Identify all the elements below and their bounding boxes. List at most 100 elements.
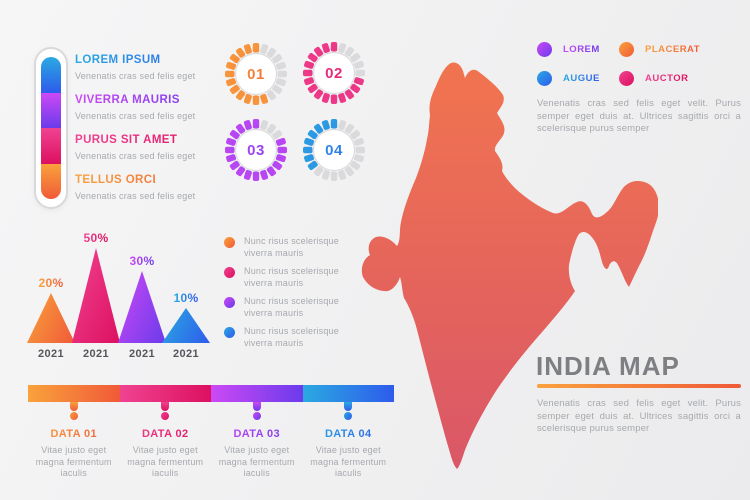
- map-legend-item: AUGUE: [537, 71, 600, 86]
- map-legend-item: PLACERAT: [619, 42, 700, 57]
- triangle-bar: [118, 271, 166, 343]
- pin-ball: [344, 412, 353, 420]
- legend-label: PLACERAT: [645, 44, 701, 55]
- thermometer-bar: [41, 57, 61, 199]
- timeline-item-desc: Vitae justo eget magna fermentum iaculis: [35, 445, 112, 478]
- legend-dot: [537, 71, 552, 86]
- bullet-text: Nunc risus scelerisque viverra mauris: [244, 296, 339, 318]
- timeline-labels: DATA 01 Vitae justo eget magna fermentum…: [28, 428, 394, 480]
- list-item: Nunc risus scelerisque viverra mauris: [224, 326, 364, 349]
- chart-column: 30% 2021: [118, 254, 166, 360]
- description-paragraph-bottom: Venenatis cras sed felis eget velit. Pur…: [537, 398, 741, 434]
- list-item: Nunc risus scelerisque viverra mauris: [224, 296, 364, 319]
- legend-item: PURUS SIT AMET Venenatis cras sed felis …: [75, 134, 220, 162]
- bullet-dot: [224, 237, 235, 248]
- triangle-bar-chart: 20% 2021 50% 2021 30% 2021 10% 2021: [25, 231, 217, 360]
- legend-label: AUGUE: [563, 73, 600, 84]
- timeline-item: DATA 01 Vitae justo eget magna fermentum…: [28, 428, 120, 480]
- value-label: 20%: [38, 276, 64, 290]
- legend-label: AUCTOR: [645, 73, 689, 84]
- timeline-item-title: DATA 04: [305, 428, 393, 440]
- timeline-bar: [28, 385, 394, 420]
- legend-item-title: LOREM IPSUM: [75, 54, 220, 67]
- legend-item: VIVERRA MAURIS Venenatis cras sed felis …: [75, 94, 220, 122]
- timeline-item-title: DATA 03: [213, 428, 301, 440]
- step-number: 01: [224, 42, 288, 106]
- chart-column: 20% 2021: [27, 276, 75, 360]
- timeline-item-desc: Vitae justo eget magna fermentum iaculis: [218, 445, 295, 478]
- bullet-dot: [224, 267, 235, 278]
- legend-item-desc: Venenatis cras sed felis eget: [75, 71, 196, 81]
- bullet-dot: [224, 297, 235, 308]
- timeline-pin: [69, 402, 78, 420]
- value-label: 50%: [83, 231, 109, 245]
- legend-dot: [619, 42, 634, 57]
- description-paragraph-top: Venenatis cras sed felis eget velit. Pur…: [537, 98, 741, 134]
- chart-column: 10% 2021: [162, 291, 210, 360]
- pin-ball: [161, 412, 170, 420]
- step-number: 03: [224, 118, 288, 182]
- triangle-bar: [27, 293, 75, 343]
- triangle-bar: [162, 308, 210, 343]
- timeline-item: DATA 03 Vitae justo eget magna fermentum…: [211, 428, 303, 480]
- bullet-text: Nunc risus scelerisque viverra mauris: [244, 266, 339, 288]
- step-badge-03: 03: [224, 118, 288, 182]
- legend-item: TELLUS ORCI Venenatis cras sed felis ege…: [75, 174, 220, 202]
- page-title: INDIA MAP: [536, 351, 680, 381]
- thermometer-gauge: [34, 47, 68, 209]
- legend-dot: [537, 42, 552, 57]
- bullet-text: Nunc risus scelerisque viverra mauris: [244, 326, 339, 348]
- pin-ball: [69, 412, 78, 420]
- timeline-item-desc: Vitae justo eget magna fermentum iaculis: [310, 445, 387, 478]
- thermometer-segment-blue: [41, 57, 61, 93]
- legend-item: LOREM IPSUM Venenatis cras sed felis ege…: [75, 54, 220, 82]
- india-map-shape: [361, 62, 658, 469]
- step-number: 02: [302, 41, 366, 105]
- thermometer-segment-pink: [41, 128, 61, 164]
- thermometer-segment-purple: [41, 92, 61, 128]
- year-label: 2021: [172, 348, 200, 360]
- timeline-segment: [119, 385, 211, 420]
- value-label: 30%: [129, 254, 155, 268]
- india-map: [361, 62, 658, 469]
- step-badge-02: 02: [302, 41, 366, 105]
- triangle-bar: [72, 248, 120, 343]
- timeline-pin: [344, 402, 353, 420]
- value-label: 10%: [173, 291, 199, 305]
- timeline-item-desc: Vitae justo eget magna fermentum iaculis: [127, 445, 204, 478]
- chart-column: 50% 2021: [72, 231, 120, 360]
- timeline-item: DATA 04 Vitae justo eget magna fermentum…: [303, 428, 395, 480]
- legend-item-title: PURUS SIT AMET: [75, 134, 220, 147]
- legend-item-title: VIVERRA MAURIS: [75, 94, 220, 107]
- thermometer-segment-orange: [41, 163, 61, 199]
- map-legend-item: LOREM: [537, 42, 600, 57]
- timeline-segment: [302, 385, 394, 420]
- year-label: 2021: [128, 348, 156, 360]
- pin-ball: [252, 412, 261, 420]
- timeline-item-title: DATA 02: [122, 428, 210, 440]
- timeline-pin: [161, 402, 170, 420]
- legend-label: LOREM: [563, 44, 600, 55]
- pin-stem: [252, 402, 261, 411]
- timeline-segment: [211, 385, 303, 420]
- legend-dot: [619, 71, 634, 86]
- timeline-item-title: DATA 01: [30, 428, 118, 440]
- pin-stem: [69, 402, 78, 411]
- list-item: Nunc risus scelerisque viverra mauris: [224, 266, 364, 289]
- pin-stem: [344, 402, 353, 411]
- title-underline: [537, 384, 741, 388]
- legend-item-desc: Venenatis cras sed felis eget: [75, 111, 196, 121]
- year-label: 2021: [82, 348, 110, 360]
- step-number: 04: [302, 118, 366, 182]
- legend-item-title: TELLUS ORCI: [75, 174, 220, 187]
- bullet-text: Nunc risus scelerisque viverra mauris: [244, 236, 339, 258]
- legend-item-desc: Venenatis cras sed felis eget: [75, 151, 196, 161]
- bullet-dot: [224, 327, 235, 338]
- bullet-list: Nunc risus scelerisque viverra mauris Nu…: [224, 236, 364, 356]
- pin-stem: [161, 402, 170, 411]
- legend-item-desc: Venenatis cras sed felis eget: [75, 191, 196, 201]
- timeline-pin: [252, 402, 261, 420]
- list-item: Nunc risus scelerisque viverra mauris: [224, 236, 364, 259]
- left-legend: LOREM IPSUM Venenatis cras sed felis ege…: [75, 54, 220, 214]
